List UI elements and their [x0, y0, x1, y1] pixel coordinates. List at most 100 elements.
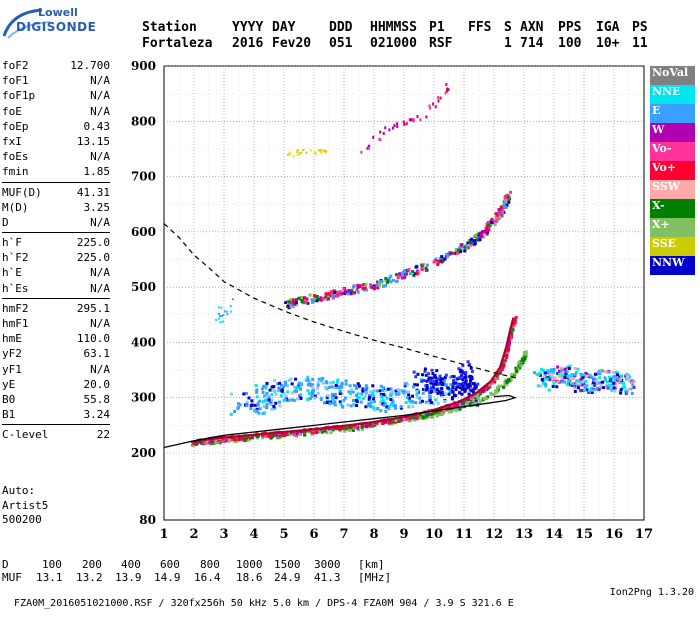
- echo-point: [328, 402, 332, 406]
- echo-point: [373, 423, 377, 427]
- echo-point: [448, 390, 452, 394]
- param-yf1: yF1 N/A: [2, 362, 110, 377]
- echo-point: [579, 388, 583, 392]
- echo-point: [455, 251, 459, 255]
- echo-point: [464, 380, 468, 384]
- echo-point: [415, 272, 419, 276]
- echo-point: [306, 397, 310, 401]
- echo-point: [425, 414, 429, 418]
- echo-point: [610, 388, 614, 392]
- echo-point: [263, 434, 267, 438]
- echo-point: [420, 379, 424, 383]
- echo-point: [453, 404, 457, 408]
- echo-point: [317, 377, 321, 381]
- echo-point: [263, 394, 267, 398]
- echo-point: [231, 298, 234, 301]
- echo-point: [487, 228, 491, 232]
- header-value-0: Fortaleza: [142, 36, 213, 51]
- echo-point: [377, 280, 381, 284]
- echo-point: [461, 404, 465, 408]
- param-value: 110.0: [76, 332, 110, 346]
- echo-point: [506, 195, 510, 199]
- echo-point: [446, 87, 449, 91]
- echo-point: [371, 390, 375, 394]
- echo-point: [466, 360, 470, 364]
- echo-point: [464, 247, 468, 251]
- echo-point: [386, 279, 390, 283]
- echo-point: [442, 382, 446, 386]
- echo-point: [291, 304, 295, 308]
- echo-point: [440, 407, 444, 411]
- echo-point: [352, 383, 356, 387]
- echo-point: [585, 383, 589, 387]
- echo-point: [437, 99, 440, 103]
- echo-point: [323, 429, 327, 433]
- echo-point: [614, 374, 618, 378]
- echo-point: [399, 406, 403, 410]
- echo-point: [454, 407, 458, 411]
- echo-point: [606, 386, 610, 390]
- echo-point: [303, 430, 307, 434]
- echo-point: [261, 391, 265, 395]
- echo-point: [460, 369, 464, 373]
- echo-point: [464, 370, 468, 374]
- echo-point: [569, 376, 573, 380]
- echo-point: [260, 387, 264, 391]
- echo-point: [217, 306, 220, 309]
- echo-point: [424, 388, 428, 392]
- echo-point: [407, 405, 411, 409]
- echo-point: [597, 388, 601, 392]
- echo-point: [300, 151, 303, 154]
- echo-point: [316, 381, 320, 385]
- echo-point: [369, 405, 373, 409]
- header-value-9: 10+: [596, 36, 620, 51]
- echo-point: [388, 128, 391, 132]
- echo-point: [300, 430, 304, 434]
- echo-point: [222, 439, 226, 443]
- echo-point: [371, 384, 375, 388]
- echo-point: [381, 402, 385, 406]
- echo-point: [335, 294, 339, 298]
- echo-point: [296, 431, 300, 435]
- echo-point: [391, 420, 395, 424]
- echo-point: [436, 401, 440, 405]
- param-key: B0: [2, 392, 16, 406]
- echo-point: [311, 383, 315, 387]
- echo-point: [361, 387, 365, 391]
- echo-point: [338, 428, 342, 432]
- param-key: foE: [2, 104, 22, 118]
- echo-point: [335, 380, 339, 384]
- echo-point: [582, 382, 586, 386]
- echo-point: [264, 386, 268, 390]
- x-tick-label: 6: [309, 527, 318, 542]
- echo-point: [356, 283, 360, 287]
- echo-point: [595, 381, 599, 385]
- echo-point: [267, 433, 271, 437]
- echo-point: [556, 380, 560, 384]
- echo-point: [293, 433, 297, 437]
- echo-point: [371, 422, 375, 426]
- echo-point: [500, 384, 504, 388]
- echo-point: [488, 385, 492, 389]
- echo-point: [373, 407, 377, 411]
- echo-point: [293, 389, 297, 393]
- echo-point: [407, 396, 411, 400]
- echo-point: [423, 384, 427, 388]
- echo-point: [486, 395, 490, 399]
- echo-point: [341, 404, 345, 408]
- echo-point: [270, 398, 274, 402]
- legend-item-ssw: SSW: [650, 179, 695, 199]
- echo-point: [546, 368, 550, 372]
- echo-point: [559, 368, 563, 372]
- echo-point: [321, 296, 325, 300]
- echo-point: [349, 404, 353, 408]
- header-label-5: P1: [429, 20, 445, 35]
- echo-point: [361, 286, 365, 290]
- echo-point: [411, 405, 415, 409]
- echo-point: [384, 126, 387, 130]
- echo-point: [346, 403, 350, 407]
- echo-point: [410, 416, 414, 420]
- echo-point: [365, 425, 369, 429]
- header-label-8: AXN: [520, 20, 544, 35]
- echo-point: [386, 387, 390, 391]
